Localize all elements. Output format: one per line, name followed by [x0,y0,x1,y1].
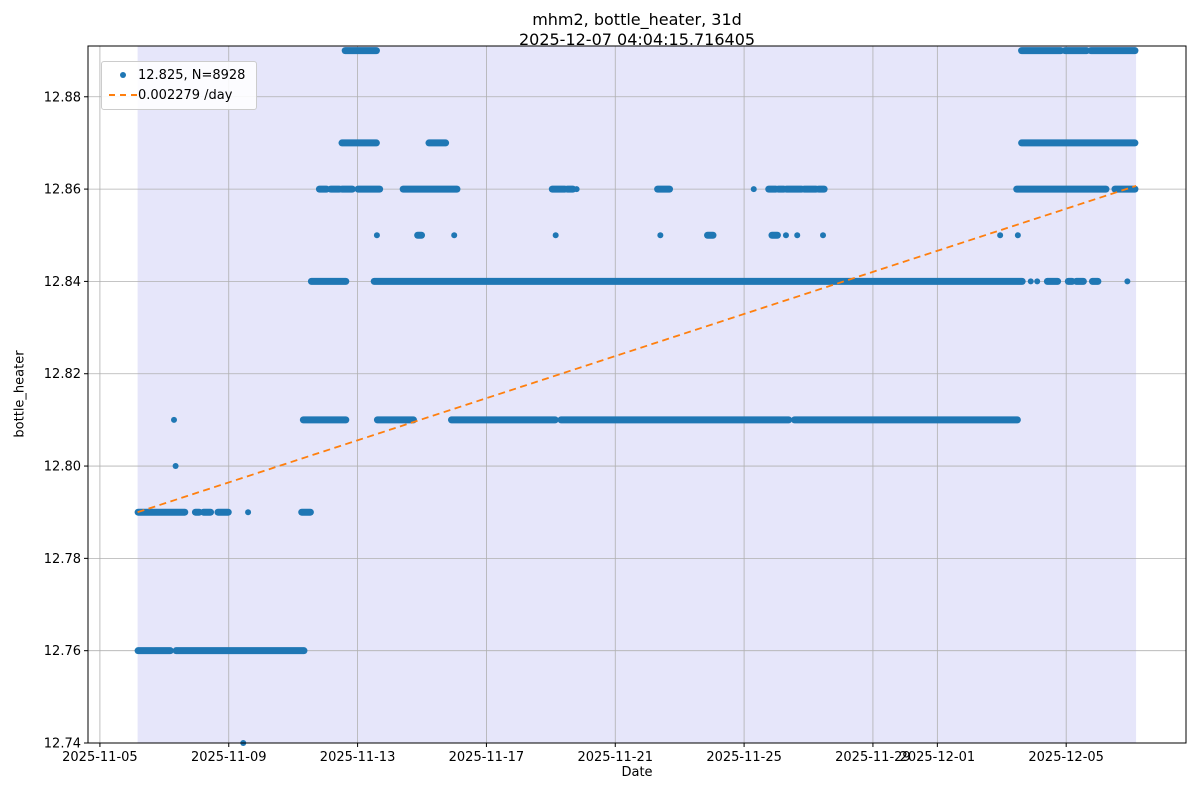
data-run [800,185,820,193]
data-run [1087,47,1139,55]
data-run [341,47,380,55]
x-tick-label: 2025-11-17 [449,750,525,765]
data-run [399,185,461,193]
y-tick-label: 12.76 [44,644,81,659]
plot-border [87,45,1187,744]
y-axis-label: bottle_heater [12,350,28,438]
scatter-marker-icon [120,72,126,78]
data-run [1043,277,1062,285]
legend-entry-trend: 0.002279 /day [108,85,248,105]
data-run [354,185,384,193]
x-tick-label: 2025-11-05 [62,750,138,765]
data-run [815,185,828,193]
data-run [298,508,314,516]
data-point [657,232,664,239]
data-run [315,185,330,193]
data-point [373,232,380,239]
data-run [199,508,215,516]
data-point [820,232,827,239]
data-run [307,277,350,285]
data-run [172,647,308,655]
x-tick-label: 2025-12-01 [900,750,976,765]
data-run [563,185,577,193]
data-run [548,185,569,193]
data-run [299,416,350,424]
data-point [750,186,757,193]
data-run [373,416,417,424]
data-run [1018,139,1139,147]
y-tick-label: 12.88 [44,90,81,105]
data-run [370,277,1026,285]
data-point [782,232,789,239]
legend-marker [108,94,138,96]
legend-entry-mean: 12.825, N=8928 [108,65,248,85]
data-run [704,231,717,239]
trend-line [137,185,1137,514]
data-point [1027,278,1034,285]
data-span-band [137,46,1137,743]
data-point [794,232,801,239]
data-run [1013,185,1110,193]
y-tick-label: 12.80 [44,460,81,475]
data-run [191,508,203,516]
data-point [451,232,458,239]
x-axis-label: Date [621,765,653,780]
data-run [338,185,356,193]
data-run [414,231,426,239]
data-point [245,509,252,516]
x-tick-label: 2025-11-29 [835,750,911,765]
data-run [425,139,450,147]
x-tick-label: 2025-11-25 [706,750,782,765]
data-point [1014,232,1021,239]
x-tick-label: 2025-11-09 [191,750,267,765]
data-point [552,232,559,239]
data-run [338,139,380,147]
legend-marker [108,72,138,78]
data-run [557,416,793,424]
y-tick-label: 12.82 [44,367,81,382]
x-tick-label: 2025-11-13 [320,750,396,765]
data-point [573,186,580,193]
data-point [1124,278,1131,285]
data-run [1088,277,1102,285]
y-tick-label: 12.86 [44,183,81,198]
x-tick-label: 2025-12-05 [1028,750,1104,765]
data-run [214,508,232,516]
legend: 12.825, N=8928 0.002279 /day [101,61,257,110]
data-run [791,416,1021,424]
data-point [172,463,179,470]
data-run [134,647,174,655]
data-run [1072,277,1087,285]
chart-subtitle: 2025-12-07 04:04:15.716405 [518,30,756,49]
data-run [447,416,559,424]
data-run [1061,47,1091,55]
data-run [654,185,674,193]
data-run [1018,47,1065,55]
y-tick-label: 12.84 [44,275,81,290]
chart-title: mhm2, bottle_heater, 31d [532,10,742,29]
data-run [768,231,781,239]
y-tick-label: 12.78 [44,552,81,567]
data-run [134,508,189,516]
data-point [997,232,1004,239]
data-run [1064,277,1076,285]
data-point [1034,278,1041,285]
legend-label-mean: 12.825, N=8928 [138,67,246,83]
dashed-line-icon [109,94,137,96]
y-tick-label: 12.74 [44,737,81,752]
legend-label-trend: 0.002279 /day [138,87,233,103]
data-run [782,185,806,193]
data-point [170,416,177,423]
x-tick-label: 2025-11-21 [577,750,653,765]
